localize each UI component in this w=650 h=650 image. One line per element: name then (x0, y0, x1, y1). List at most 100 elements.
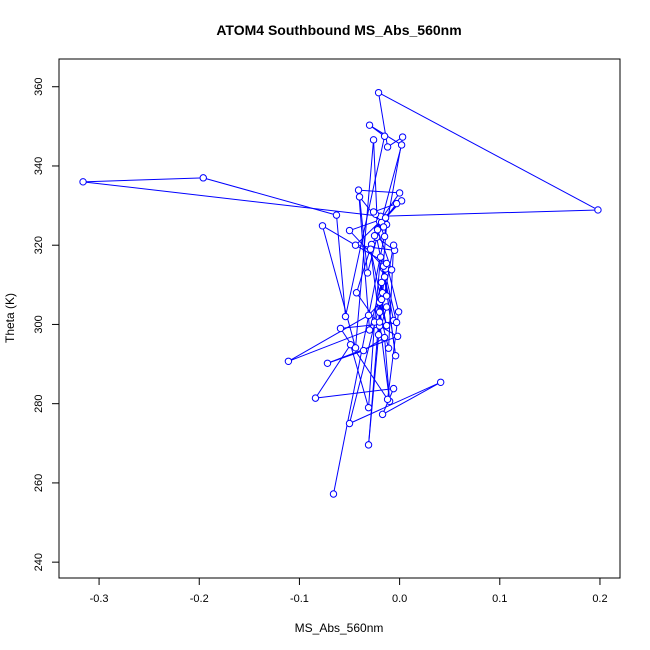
data-point (352, 289, 361, 297)
data-point (370, 231, 379, 240)
series-line-segment (363, 337, 385, 352)
data-point (594, 206, 602, 214)
data-point (355, 193, 364, 201)
x-axis-label: MS_Abs_560nm (295, 621, 384, 635)
x-axis: -0.3 -0.2 -0.1 0.0 0.1 0.2 (90, 578, 608, 605)
series-line-segment (379, 245, 395, 323)
data-point (364, 403, 373, 412)
data-point (318, 222, 327, 230)
data-point (369, 208, 378, 216)
series-line-segment (349, 381, 441, 424)
data-point (379, 223, 388, 231)
data-point (364, 441, 373, 449)
x-tick-label: 0.2 (592, 593, 607, 605)
series-line-segment (345, 136, 386, 317)
data-point (351, 344, 360, 352)
data-point (351, 241, 360, 249)
x-tick-label: 0.1 (492, 593, 507, 605)
data-point (397, 141, 406, 149)
data-point (374, 331, 383, 339)
chart-title: ATOM4 Southbound MS_Abs_560nm (216, 22, 461, 38)
series-line-segment (288, 314, 369, 362)
series-line-segment (370, 249, 388, 326)
plot-frame (58, 58, 621, 579)
series-line-segment (340, 328, 389, 400)
data-point (377, 295, 386, 304)
series-line-segment (321, 225, 357, 348)
data-point (366, 245, 375, 253)
y-tick-label: 280 (33, 394, 45, 412)
series-line-segment (350, 344, 370, 408)
data-point (391, 352, 400, 360)
y-axis-label: Theta (K) (3, 293, 17, 343)
data-point (336, 324, 345, 333)
data-point (375, 318, 384, 326)
data-point (354, 186, 363, 194)
series-line-segment (374, 257, 382, 323)
series-line-segment (379, 312, 390, 349)
x-tick-label: -0.3 (90, 593, 109, 605)
data-point (384, 344, 393, 352)
data-point (345, 419, 354, 428)
data-point (395, 189, 404, 197)
y-tick-label: 320 (33, 236, 45, 254)
data-point (436, 378, 445, 386)
series-line-segment (355, 139, 375, 348)
data-point (323, 359, 332, 367)
data-point (383, 143, 392, 151)
series-line-segment (382, 381, 441, 415)
data-point (375, 308, 384, 316)
data-point (392, 199, 401, 208)
series-line-segment (380, 209, 598, 217)
data-point (376, 253, 385, 261)
data-point (359, 346, 368, 355)
y-tick-label: 260 (33, 474, 45, 492)
data-point (332, 211, 341, 219)
data-point (363, 269, 372, 277)
data-point (329, 490, 338, 498)
data-point (398, 133, 407, 141)
data-point (369, 136, 378, 144)
data-point (364, 311, 373, 320)
data-point (365, 326, 374, 334)
data-point (382, 303, 391, 311)
data-point (341, 312, 350, 321)
data-point (387, 266, 396, 274)
y-tick-label: 360 (33, 78, 45, 96)
data-point (394, 308, 403, 316)
series-layer (79, 88, 602, 498)
series-line-segment (315, 344, 351, 399)
series-line-segment (332, 224, 388, 495)
data-point (311, 394, 320, 402)
data-point (393, 332, 402, 341)
data-point (79, 178, 87, 186)
x-tick-label: 0.0 (392, 593, 407, 605)
series-line-segment (335, 215, 347, 317)
data-point (374, 88, 383, 97)
data-point (392, 318, 401, 327)
series-line-segment (82, 181, 381, 217)
y-tick-label: 340 (33, 157, 45, 175)
series-line-segment (378, 92, 599, 211)
data-point (389, 241, 398, 249)
y-tick-label: 300 (33, 315, 45, 333)
data-point (373, 226, 382, 234)
data-point (382, 292, 391, 300)
data-point (382, 321, 391, 330)
data-point (199, 174, 207, 182)
series-line-segment (288, 320, 394, 362)
data-point (380, 232, 389, 241)
series-line-segment (315, 388, 394, 399)
data-point (365, 121, 374, 129)
data-point (378, 410, 387, 419)
data-point (389, 384, 398, 393)
y-tick-label: 240 (33, 553, 45, 571)
data-point (380, 132, 389, 140)
y-axis: 240 260 280 300 320 340 360 (33, 78, 59, 571)
data-point (284, 357, 293, 365)
data-point (380, 333, 389, 342)
data-point (383, 395, 392, 404)
series-line-segment (368, 322, 376, 408)
series-line-segment (355, 244, 395, 251)
